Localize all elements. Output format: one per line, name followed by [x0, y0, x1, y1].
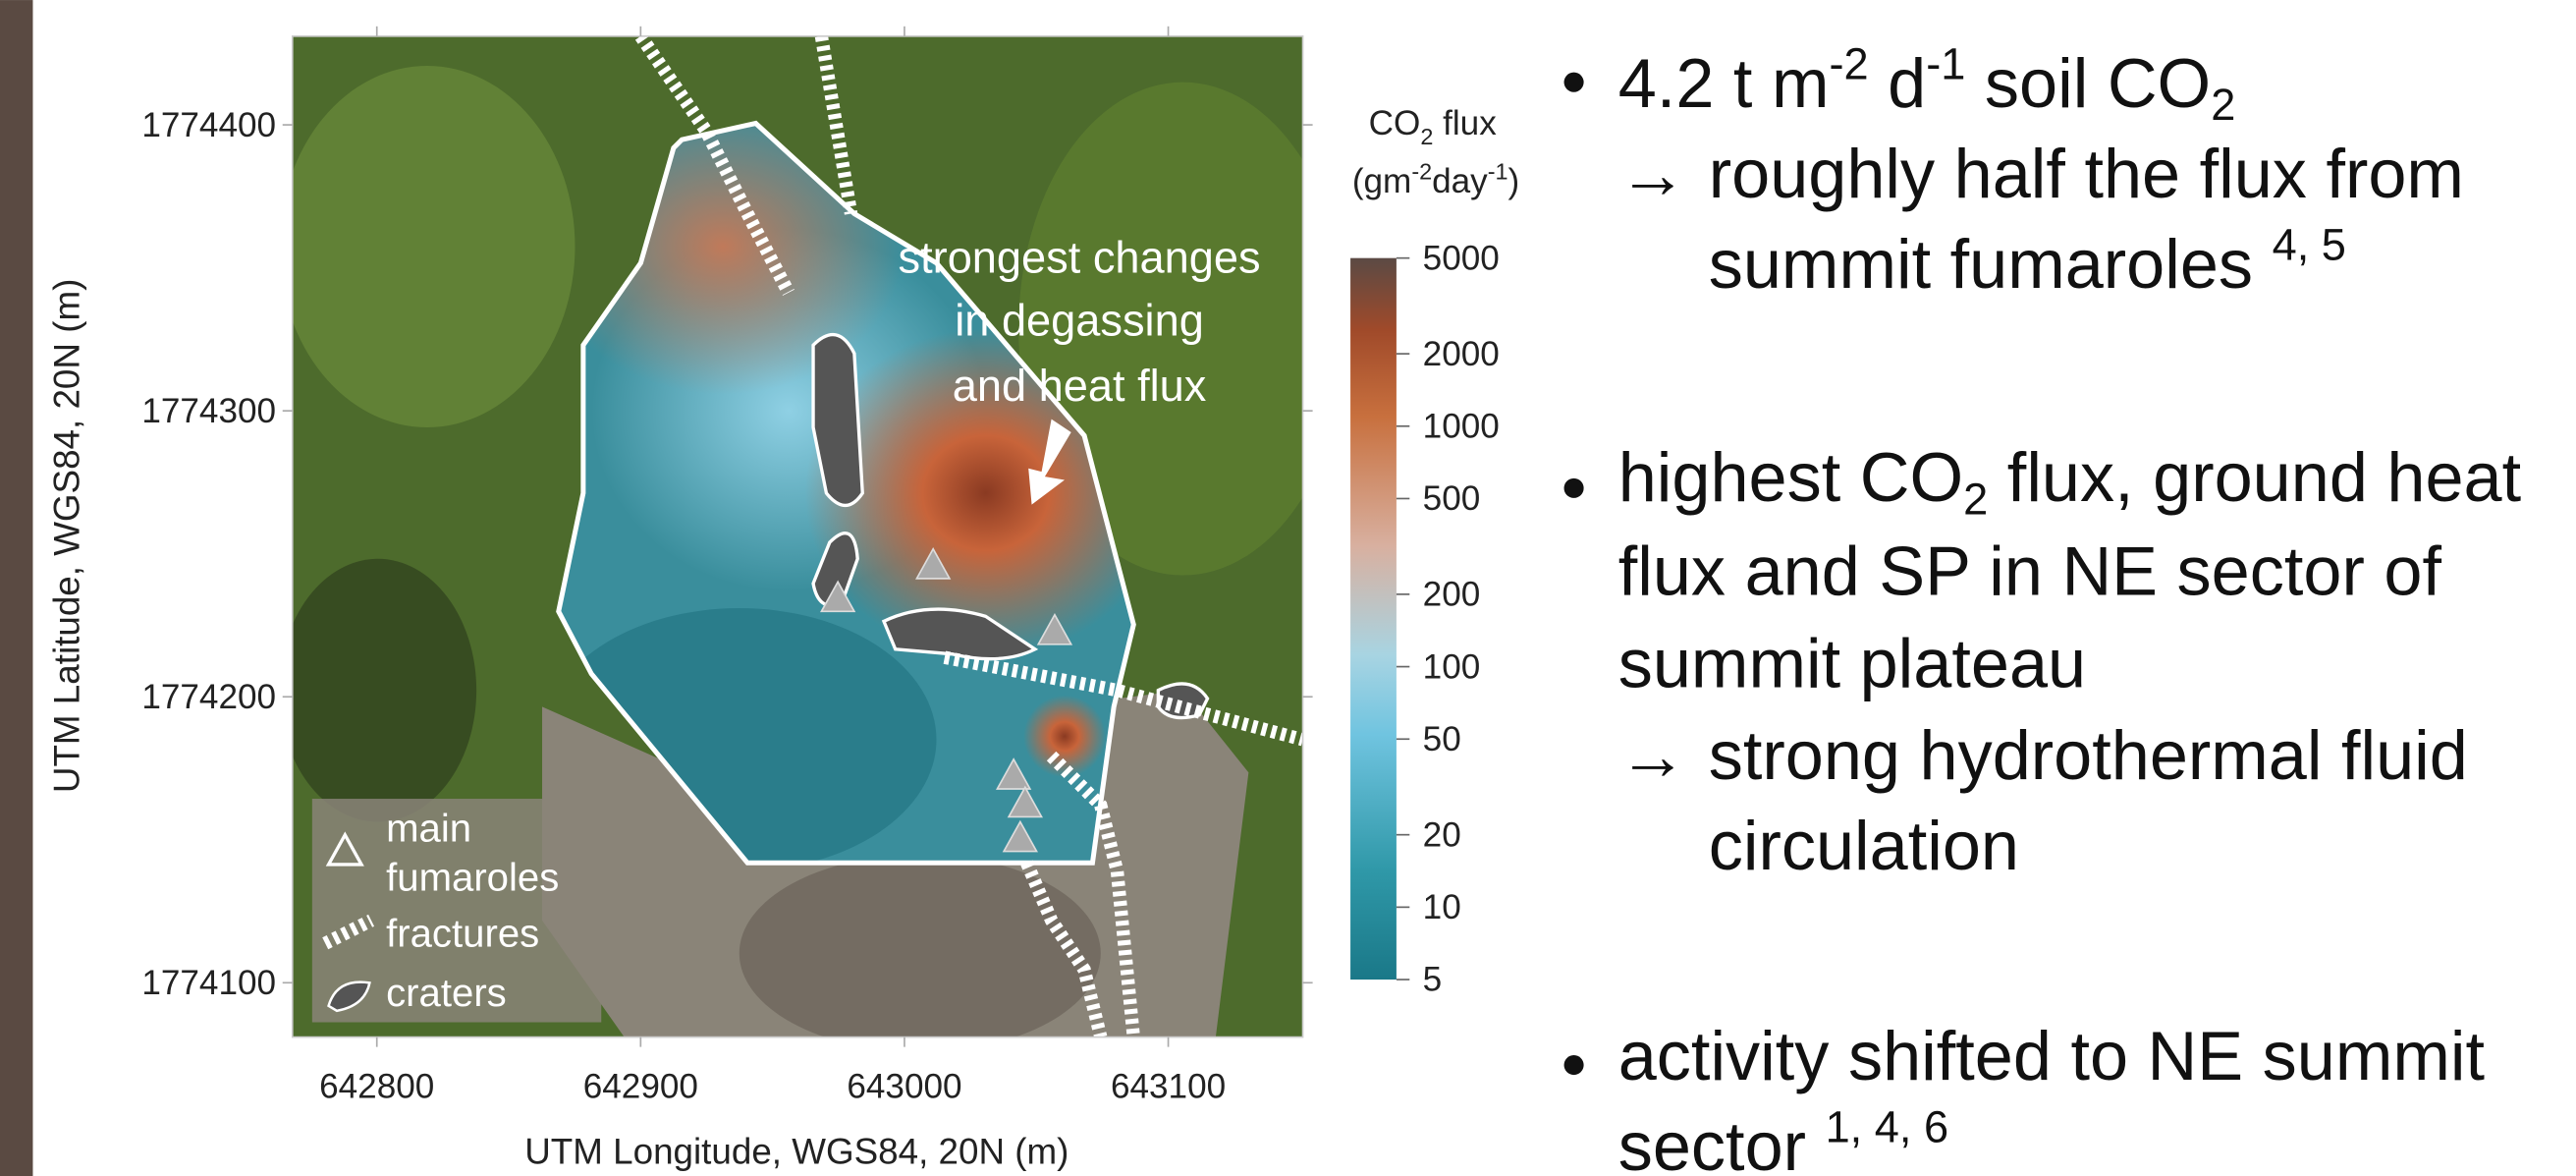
text-sup: -2	[1829, 38, 1868, 88]
text-part: highest CO	[1618, 438, 1963, 516]
text-part: flux	[1433, 104, 1497, 142]
legend: main fumaroles fractures craters	[312, 799, 601, 1023]
colorbar	[1350, 258, 1397, 980]
annotation-line: strongest changes	[899, 233, 1261, 283]
bullet-line: flux and SP in NE sector of	[1618, 532, 2442, 610]
bullet-dot	[1564, 1055, 1584, 1075]
bullet-line: strong hydrothermal fluid	[1709, 716, 2468, 794]
colorbar-tick-label: 50	[1423, 720, 1461, 758]
bullet-arrow: →	[1618, 135, 1687, 212]
legend-label: fractures	[386, 912, 539, 956]
annotation-line: and heat flux	[953, 361, 1207, 411]
colorbar-tick-label: 10	[1423, 888, 1461, 926]
y-tick-label: 1774400	[141, 106, 276, 144]
bullet-line: circulation	[1709, 807, 2019, 884]
x-tick-label: 642800	[319, 1067, 434, 1105]
x-axis-label: UTM Longitude, WGS84, 20N (m)	[524, 1131, 1069, 1171]
bullet-line: roughly half the flux from	[1709, 135, 2464, 212]
bullet-dot	[1564, 478, 1584, 498]
colorbar-tick-label: 20	[1423, 815, 1461, 854]
colorbar-tick-label: 2000	[1423, 335, 1500, 373]
legend-label: fumaroles	[386, 856, 559, 900]
shadow-patch	[279, 559, 476, 822]
text-part: soil CO	[1965, 44, 2211, 122]
map-image: strongest changes in degassing and heat …	[279, 36, 1346, 1052]
bullet-line: sector 1, 4, 6	[1618, 1102, 1948, 1176]
bullet-arrow: →	[1618, 716, 1687, 794]
x-tick-label: 642900	[583, 1067, 698, 1105]
text-sup: 4, 5	[2273, 219, 2346, 269]
colorbar-tick-label: 1000	[1423, 407, 1500, 445]
bullet-dot	[1564, 73, 1584, 92]
text-part: summit fumaroles	[1709, 225, 2273, 303]
annotation-line: in degassing	[955, 295, 1204, 345]
bullet-line: summit plateau	[1618, 624, 2086, 701]
crater	[1158, 684, 1207, 718]
colorbar-tick-label: 500	[1423, 479, 1481, 518]
colorbar-ticks: 5 10 20 50 100 200 500 1000 2000 5000	[1397, 239, 1500, 998]
y-tick-label: 1774200	[141, 678, 276, 716]
y-axis-label: UTM Latitude, WGS84, 20N (m)	[46, 279, 86, 793]
colorbar-tick-label: 5000	[1423, 239, 1500, 277]
bullet-line: activity shifted to NE summit	[1618, 1017, 2485, 1094]
side-bar	[0, 0, 32, 1176]
text-part: flux, ground heat	[1988, 438, 2521, 516]
text-sub: 2	[1963, 475, 1988, 525]
x-tick-label: 643100	[1111, 1067, 1226, 1105]
colorbar-units: (gm-2day-1)	[1352, 158, 1519, 199]
text-part: (gm	[1352, 162, 1411, 200]
y-tick-label: 1774300	[141, 392, 276, 430]
y-tick-label: 1774100	[141, 964, 276, 1002]
text-part: CO	[1369, 104, 1421, 142]
flux-hot	[1023, 696, 1106, 778]
colorbar-tick-label: 200	[1423, 576, 1481, 614]
bare-rock	[740, 855, 1101, 1052]
colorbar-tick-label: 100	[1423, 647, 1481, 686]
text-part: sector	[1618, 1107, 1826, 1176]
text-sub: 2	[1420, 124, 1433, 149]
text-part: 4.2 t m	[1618, 44, 1830, 122]
text-sup: 1, 4, 6	[1826, 1102, 1949, 1152]
text-sup: -1	[1488, 158, 1508, 184]
colorbar-tick-label: 5	[1423, 961, 1443, 999]
bullet-line: summit fumaroles 4, 5	[1709, 219, 2346, 302]
text-sub: 2	[2211, 80, 2235, 130]
bullet-line: highest CO2 flux, ground heat	[1618, 438, 2521, 524]
text-part: )	[1508, 162, 1520, 200]
legend-label: craters	[386, 971, 507, 1015]
slide: strongest changes in degassing and heat …	[0, 0, 2576, 1176]
x-tick-label: 643000	[847, 1067, 961, 1105]
text-sup: -1	[1926, 38, 1965, 88]
vegetation-patch	[279, 66, 575, 427]
text-sup: -2	[1411, 158, 1432, 184]
legend-label: main	[386, 807, 471, 851]
text-part: d	[1869, 44, 1927, 122]
bullet-line: 4.2 t m-2 d-1 soil CO2	[1618, 38, 2236, 130]
bullets: 4.2 t m-2 d-1 soil CO2 → roughly half th…	[1564, 38, 2522, 1176]
colorbar-title: CO2 flux	[1369, 104, 1498, 149]
text-part: day	[1432, 162, 1488, 200]
